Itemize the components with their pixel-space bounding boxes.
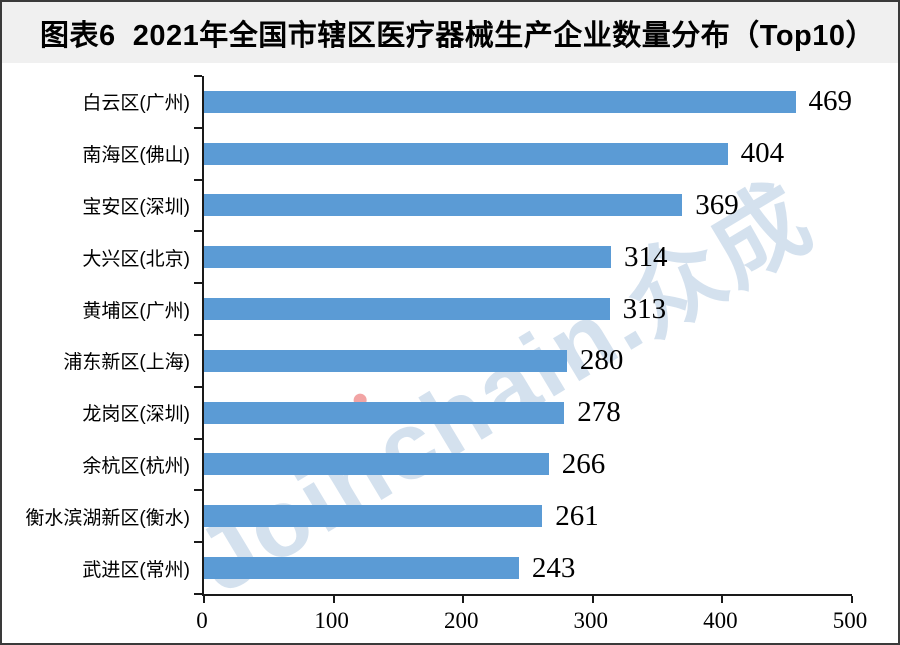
bar-row: 469 xyxy=(204,76,852,128)
bar-row: 314 xyxy=(204,231,852,283)
category-label: 武进区(常州) xyxy=(82,559,190,581)
category-label: 浦东新区(上海) xyxy=(63,352,190,374)
x-axis-labels: 0 100 200 300 400 500 xyxy=(196,608,867,638)
x-axis-tick xyxy=(591,596,594,603)
category-label: 黄埔区(广州) xyxy=(82,300,190,322)
y-axis-tick xyxy=(194,489,202,492)
bar xyxy=(204,505,543,528)
bar xyxy=(204,298,610,321)
plot-rows: 469 404 369 314 313 280 278 266 261 243 xyxy=(204,76,852,594)
y-axis-tick xyxy=(194,334,202,336)
x-axis-tick xyxy=(851,596,853,603)
bar xyxy=(204,246,611,269)
y-axis-tick xyxy=(194,178,202,181)
bar-row: 369 xyxy=(204,180,852,232)
bar xyxy=(204,194,683,217)
bar-row: 280 xyxy=(204,335,852,387)
category-label: 衡水滨湖新区(衡水) xyxy=(25,507,190,529)
y-axis-tick xyxy=(194,282,202,285)
x-axis-tick-label: 500 xyxy=(832,608,868,633)
chart-title: 图表6 2021年全国市辖区医疗器械生产企业数量分布（Top10） xyxy=(40,19,876,52)
category-axis: 白云区(广州) 南海区(佛山) 宝安区(深圳) 大兴区(北京) 黄埔区(广州) 浦东新区(… xyxy=(2,76,190,594)
category-label: 大兴区(北京) xyxy=(82,248,190,270)
value-label: 261 xyxy=(555,499,599,532)
category-label: 余杭区(杭州) xyxy=(82,455,190,477)
bar-row: 313 xyxy=(204,283,852,335)
bar xyxy=(204,401,565,424)
chart-body: Joinchain.众成 白云区(广州) 南海区(佛山) 宝安区(深圳) 大兴区(北京… xyxy=(2,63,898,643)
y-axis-tick xyxy=(194,385,202,388)
x-axis-tick xyxy=(332,596,335,603)
bar-row: 243 xyxy=(204,542,852,594)
bar xyxy=(204,349,567,372)
value-label: 280 xyxy=(579,344,624,377)
y-axis-tick xyxy=(194,593,202,595)
plot-area: 469 404 369 314 313 280 278 266 261 243 xyxy=(194,75,853,603)
value-label: 278 xyxy=(577,396,621,429)
x-axis-tick-label: 0 xyxy=(196,608,208,633)
y-axis-tick xyxy=(194,126,202,129)
x-axis-tick xyxy=(721,596,724,603)
x-axis-tick-label: 300 xyxy=(573,608,609,633)
value-label: 369 xyxy=(695,188,739,221)
title-bar: 图表6 2021年全国市辖区医疗器械生产企业数量分布（Top10） xyxy=(2,2,898,63)
x-axis-tick xyxy=(462,596,465,603)
value-label: 243 xyxy=(531,551,576,584)
bar-row: 266 xyxy=(204,439,852,491)
value-label: 469 xyxy=(808,85,853,118)
x-axis-tick-label: 200 xyxy=(443,608,479,633)
x-axis-tick xyxy=(203,596,205,603)
y-axis-tick xyxy=(194,230,202,233)
category-label: 南海区(佛山) xyxy=(82,145,190,167)
bar xyxy=(204,90,796,113)
y-axis-tick xyxy=(194,75,202,77)
category-label: 白云区(广州) xyxy=(82,93,190,115)
bar-row: 404 xyxy=(204,128,852,180)
value-label: 404 xyxy=(740,137,785,170)
bar xyxy=(204,142,728,165)
value-label: 314 xyxy=(623,240,668,273)
x-axis-tick-label: 400 xyxy=(703,608,738,633)
y-axis-tick xyxy=(194,437,202,440)
bar-row: 278 xyxy=(204,387,852,439)
value-label: 266 xyxy=(561,447,606,480)
y-axis-tick xyxy=(194,541,202,544)
category-label: 龙岗区(深圳) xyxy=(82,404,190,426)
bar xyxy=(204,453,549,476)
x-axis-tick-label: 100 xyxy=(314,608,349,633)
bar xyxy=(204,557,519,580)
category-label: 宝安区(深圳) xyxy=(82,196,190,218)
bar-row: 261 xyxy=(204,490,852,542)
value-label: 313 xyxy=(622,292,667,325)
